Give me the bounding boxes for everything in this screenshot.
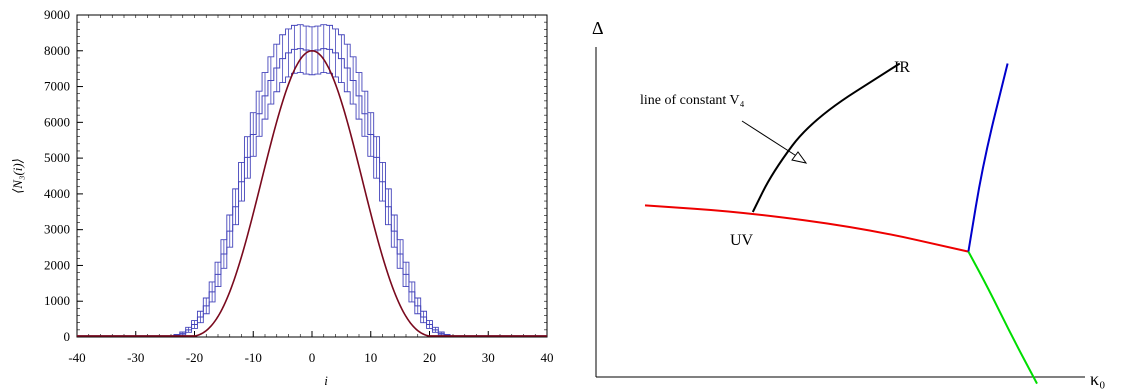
y-axis-label: ⟨N₃(i)⟩ (10, 158, 25, 194)
green-phase-line (967, 251, 1038, 385)
black-phase-line (751, 62, 901, 213)
y-tick-label: 0 (64, 329, 71, 344)
y-axis-label: Δ (592, 18, 604, 38)
histogram-chart: -40 -30 -20 -10 0 10 20 30 40 0 1000 2000 3000 4000 50… (10, 7, 554, 388)
x-tick-label: -40 (68, 350, 85, 365)
red-phase-line (644, 204, 969, 253)
annotation-arrow (741, 120, 799, 158)
ir-label: IR (894, 59, 910, 76)
x-tick-label: 10 (364, 350, 377, 365)
fit-curve (77, 49, 547, 337)
y-tick-label: 4000 (44, 186, 70, 201)
x-axis-label: i (324, 373, 328, 388)
uv-label: UV (730, 232, 754, 249)
x-tick-label: 40 (541, 350, 554, 365)
annotation-arrowhead (791, 151, 808, 164)
constant-line-label: line of constant V₄ (640, 93, 745, 108)
histogram-lower-band (77, 72, 547, 337)
x-tick-label: -10 (245, 350, 262, 365)
y-tick-label: 9000 (44, 7, 70, 22)
blue-phase-line (967, 63, 1009, 252)
y-tick-label: 3000 (44, 222, 70, 237)
histogram-series (77, 48, 547, 337)
x-tick-label: -20 (186, 350, 203, 365)
y-tick-label: 5000 (44, 150, 70, 165)
x-axis-label: κ₀ (1090, 369, 1105, 389)
y-tick-label: 2000 (44, 257, 70, 272)
phase-diagram-chart: Δ κ₀ UV IR line of constant V₄ (592, 18, 1105, 389)
x-tick-label: -30 (127, 350, 144, 365)
y-tick-label: 1000 (44, 293, 70, 308)
x-tick-label: 20 (423, 350, 436, 365)
x-tick-label: 30 (482, 350, 495, 365)
x-tick-label: 0 (309, 350, 316, 365)
histogram-plot-area: -40 -30 -20 -10 0 10 20 30 40 0 1000 2000 3000 4000 50… (44, 7, 554, 365)
y-tick-label: 8000 (44, 43, 70, 58)
y-tick-label: 7000 (44, 79, 70, 94)
y-tick-label: 6000 (44, 114, 70, 129)
phase-diagram-plot-area (595, 47, 1085, 385)
